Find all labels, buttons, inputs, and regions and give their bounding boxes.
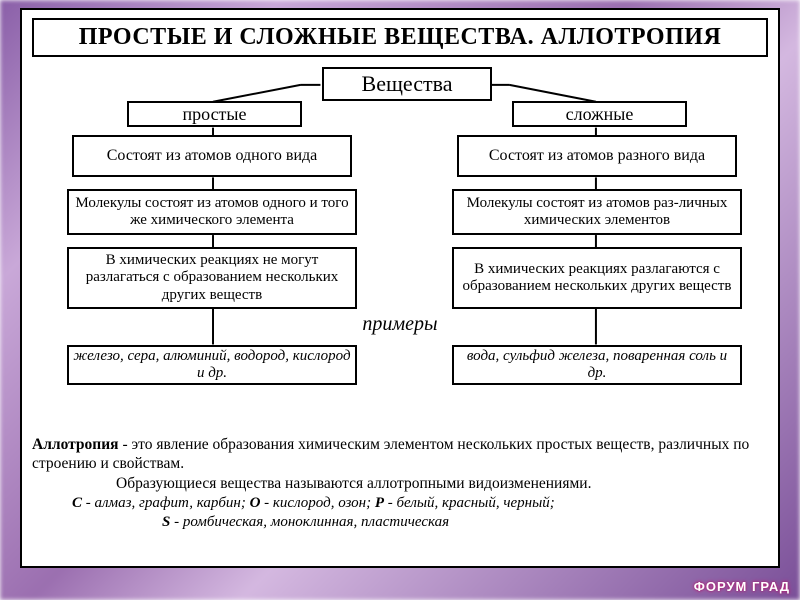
simple-molecules: Молекулы состоят из атомов одного и того… xyxy=(67,189,357,235)
complex-examples: вода, сульфид железа, поваренная соль и … xyxy=(452,345,742,385)
allotropy-text-1: - это явление образования химическим эле… xyxy=(32,436,749,472)
allo-o: кислород, озон; xyxy=(273,495,371,511)
simple-definition: Состоят из атомов одного вида xyxy=(72,135,352,177)
complex-reactions: В химических реакциях разлагаются с обра… xyxy=(452,247,742,309)
category-simple: простые xyxy=(127,101,302,127)
allotropy-term: Аллотропия xyxy=(32,436,119,453)
allotropy-examples-line-2: S - ромбическая, моноклинная, пластическ… xyxy=(162,514,768,531)
complex-molecules: Молекулы состоят из атомов раз-личных хи… xyxy=(452,189,742,235)
complex-definition: Состоят из атомов разного вида xyxy=(457,135,737,177)
simple-examples: железо, сера, алюминий, водород, кислоро… xyxy=(67,345,357,385)
allotropy-text-2: Образующиеся вещества называются аллотро… xyxy=(116,474,591,493)
diagram-sheet: ПРОСТЫЕ И СЛОЖНЫЕ ВЕЩЕСТВА. АЛЛОТРОПИЯ В… xyxy=(20,8,780,568)
root-node: Вещества xyxy=(322,67,492,101)
allotropy-definition: Аллотропия - это явление образования хим… xyxy=(32,435,768,493)
allotropy-examples-line-1: C - алмаз, графит, карбин; O - кислород,… xyxy=(72,495,768,512)
page-title: ПРОСТЫЕ И СЛОЖНЫЕ ВЕЩЕСТВА. АЛЛОТРОПИЯ xyxy=(32,18,768,57)
examples-label: примеры xyxy=(32,313,768,336)
simple-reactions: В химических реакциях не могут разлагать… xyxy=(67,247,357,309)
allo-s: ромбическая, моноклинная, пластическая xyxy=(183,514,449,530)
watermark: ФОРУМ ГРАД xyxy=(694,579,790,594)
allo-c: алмаз, графит, карбин; xyxy=(95,495,246,511)
allo-p: белый, красный, черный; xyxy=(397,495,555,511)
flowchart: Вещества простые сложные Состоят из атом… xyxy=(32,61,768,431)
category-complex: сложные xyxy=(512,101,687,127)
